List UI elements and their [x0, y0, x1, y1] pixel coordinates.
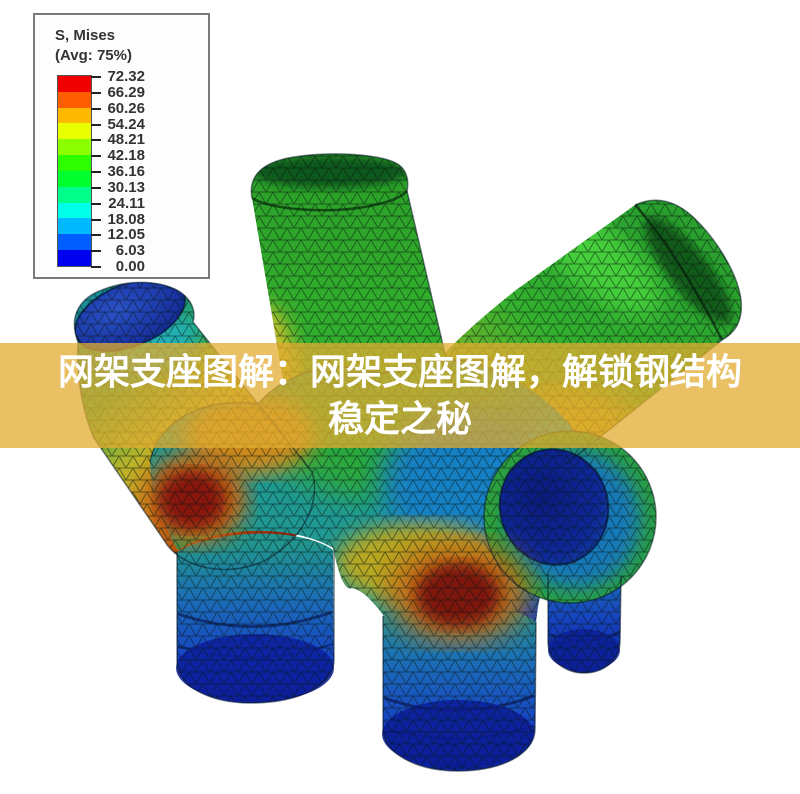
legend-color-band: [58, 76, 91, 92]
legend-tick-label: 24.11: [108, 194, 145, 212]
legend-color-band: [58, 170, 91, 187]
legend-color-band: [58, 139, 91, 156]
legend-tick-label: 12.05: [107, 226, 145, 244]
legend-color-band: [58, 91, 91, 108]
legend-colorbar: [57, 75, 92, 267]
legend-tick-mark: [91, 76, 101, 78]
legend-tick-mark: [91, 266, 101, 268]
page-title: 网架支座图解：网架支座图解，解锁钢结构稳定之秘: [57, 351, 742, 439]
legend-color-band: [58, 234, 91, 251]
legend-tick-label: 30.13: [107, 178, 145, 196]
legend-title: S, Mises: [55, 27, 116, 44]
legend-subtitle: (Avg: 75%): [55, 47, 132, 64]
legend-color-band: [58, 186, 91, 203]
legend-tick-label: 72.32: [107, 68, 145, 85]
legend-tick-mark: [91, 202, 101, 205]
legend-tick-mark: [91, 234, 101, 237]
legend-tick-mark: [91, 250, 101, 253]
legend-tick-label: 66.29: [107, 83, 145, 101]
legend-color-band: [58, 218, 91, 235]
legend-color-band: [58, 155, 91, 171]
legend-tick-mark: [91, 139, 101, 142]
legend-color-band: [58, 202, 91, 219]
legend-tick-label: 42.18: [107, 147, 145, 165]
legend-tick-label: 60.26: [107, 99, 145, 117]
legend-tick-mark: [91, 123, 101, 126]
legend-tick-mark: [91, 107, 101, 110]
legend-color-band: [58, 107, 91, 124]
stress-legend: S, Mises (Avg: 75%) 72.32 66.29 60.26 54.24…: [33, 13, 210, 279]
legend-tick-label: 0.00: [115, 258, 145, 275]
legend-tick-label: 54.24: [107, 115, 145, 133]
legend-tick-label: 48.21: [107, 131, 145, 149]
legend-tick-mark: [91, 155, 101, 158]
legend-tick-label: 18.08: [107, 210, 145, 228]
legend-color-band: [58, 123, 91, 140]
legend-tick-mark: [91, 186, 101, 189]
title-banner-overlay: 网架支座图解：网架支座图解，解锁钢结构稳定之秘: [0, 343, 800, 448]
legend-tick-mark: [91, 218, 101, 221]
legend-tick-mark: [91, 171, 101, 173]
legend-tick-label: 36.16: [107, 163, 145, 180]
legend-tick-mark: [91, 91, 101, 94]
legend-tick-label: 6.03: [115, 242, 145, 260]
legend-color-band: [58, 250, 91, 266]
